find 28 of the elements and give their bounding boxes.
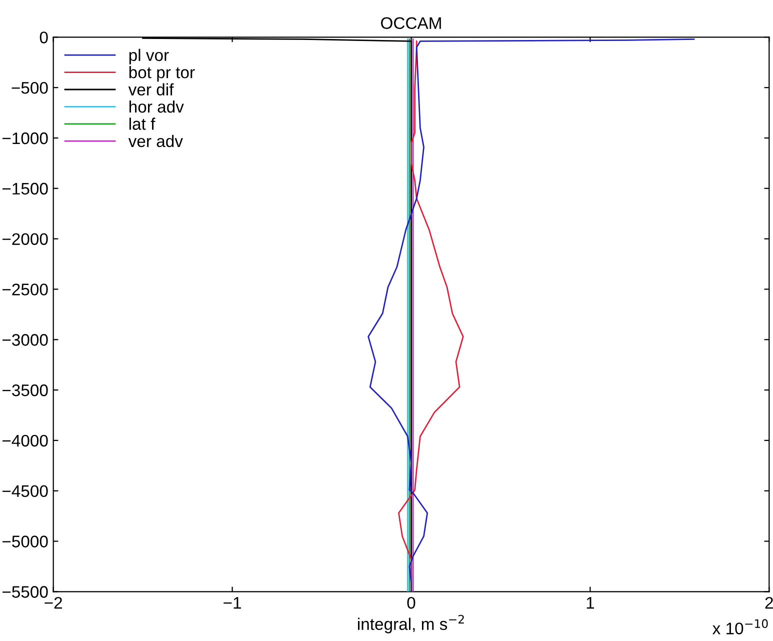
x-axis-title: integral, m s$^{−2}$ <box>358 614 464 634</box>
chart-title: OCCAM <box>381 17 441 30</box>
legend-label: lat f <box>129 118 156 130</box>
y-tick-label: 0 <box>40 32 48 44</box>
x-tick-label: −2 <box>44 596 62 609</box>
y-tick-label: −500 <box>12 82 48 94</box>
line-series <box>412 38 414 592</box>
y-tick-label: −2500 <box>2 284 48 296</box>
y-tick-label: −5500 <box>2 586 48 598</box>
y-tick-label: −3000 <box>2 334 48 346</box>
x-tick-label: 0 <box>407 596 416 609</box>
legend-label: ver dif <box>128 83 174 96</box>
y-tick-label: −4500 <box>2 485 48 498</box>
y-tick-label: −4000 <box>2 434 48 447</box>
y-tick-label: −3500 <box>2 384 48 396</box>
y-tick-label: −1500 <box>2 182 48 195</box>
legend-label: ver adv <box>128 134 183 148</box>
legend-label: hor adv <box>129 100 184 113</box>
y-tick-label: −5000 <box>2 536 48 548</box>
y-tick-label: −1000 <box>2 132 48 144</box>
legend-label: bot pr tor <box>129 66 195 82</box>
x-tick-label: 2 <box>765 596 773 609</box>
legend-label: pl vor <box>129 48 169 64</box>
text: x 10$^{−10}$ <box>712 619 768 634</box>
line-series <box>368 38 695 592</box>
x-tick-label: 1 <box>586 597 594 609</box>
x-tick-label: −1 <box>224 597 241 609</box>
y-tick-label: −2000 <box>2 233 48 246</box>
